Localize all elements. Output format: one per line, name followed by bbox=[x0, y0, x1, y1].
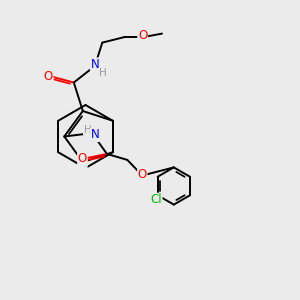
Text: S: S bbox=[79, 155, 87, 169]
Text: H: H bbox=[99, 68, 107, 78]
Text: N: N bbox=[90, 58, 99, 71]
Text: N: N bbox=[91, 128, 99, 142]
Text: O: O bbox=[44, 70, 53, 83]
Text: O: O bbox=[78, 152, 87, 165]
Text: O: O bbox=[138, 29, 147, 42]
Text: O: O bbox=[138, 167, 147, 181]
Text: H: H bbox=[83, 125, 91, 135]
Text: Cl: Cl bbox=[150, 193, 162, 206]
